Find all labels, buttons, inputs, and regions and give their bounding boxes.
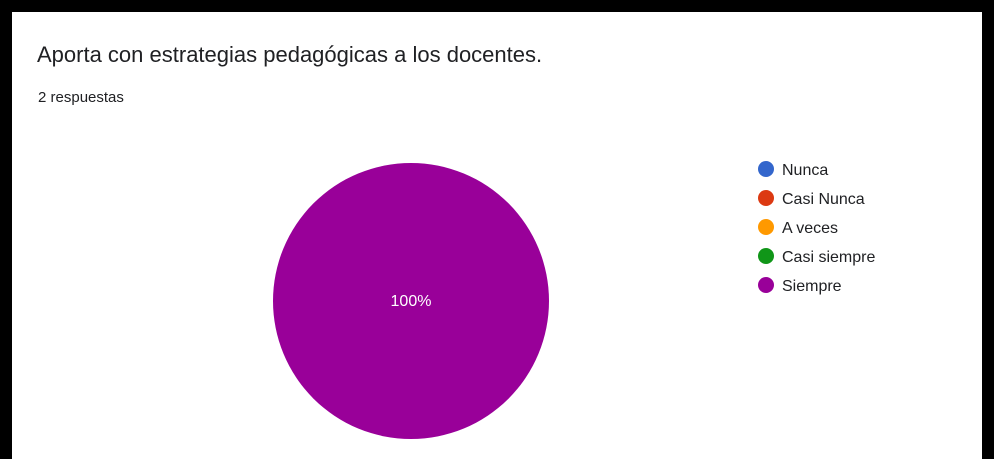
legend-swatch-a-veces [758, 219, 774, 235]
legend-item-casi-nunca[interactable]: Casi Nunca [758, 190, 865, 208]
legend-label-casi-nunca: Casi Nunca [782, 191, 865, 208]
chart-legend: Nunca Casi Nunca A veces Casi siempre Siempr… [758, 161, 875, 295]
pie-slices [273, 163, 549, 439]
legend-swatch-casi-nunca [758, 190, 774, 206]
legend-label-a-veces: A veces [782, 220, 838, 237]
response-count: 2 respuestas [38, 89, 124, 106]
pie-slice-siempre[interactable] [273, 163, 549, 439]
legend-item-casi-siempre[interactable]: Casi siempre [758, 248, 875, 266]
pie-slice-labels: 100% [391, 293, 432, 310]
legend-item-siempre[interactable]: Siempre [758, 277, 842, 295]
chart-card: Aporta con estrategias pedagógicas a los… [12, 12, 982, 459]
legend-swatch-siempre [758, 277, 774, 293]
legend-swatch-nunca [758, 161, 774, 177]
legend-label-nunca: Nunca [782, 162, 828, 179]
legend-item-nunca[interactable]: Nunca [758, 161, 828, 179]
legend-item-a-veces[interactable]: A veces [758, 219, 838, 237]
pie-chart: 100% Nunca Casi Nunca A veces Casi siempre S… [273, 161, 875, 439]
legend-swatch-casi-siempre [758, 248, 774, 264]
question-title: Aporta con estrategias pedagógicas a los… [37, 42, 543, 67]
legend-label-siempre: Siempre [782, 278, 842, 295]
slice-label-siempre: 100% [391, 293, 432, 310]
legend-label-casi-siempre: Casi siempre [782, 249, 875, 266]
